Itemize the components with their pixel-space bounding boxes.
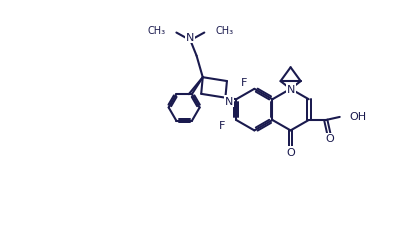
Text: O: O bbox=[286, 147, 295, 157]
Text: O: O bbox=[325, 134, 334, 144]
Text: OH: OH bbox=[349, 112, 366, 122]
Text: F: F bbox=[219, 121, 225, 131]
Text: CH₃: CH₃ bbox=[147, 26, 166, 36]
Text: CH₃: CH₃ bbox=[215, 26, 233, 36]
Text: N: N bbox=[225, 96, 233, 106]
Text: N: N bbox=[186, 33, 194, 43]
Text: N: N bbox=[287, 85, 295, 94]
Text: F: F bbox=[241, 78, 248, 88]
